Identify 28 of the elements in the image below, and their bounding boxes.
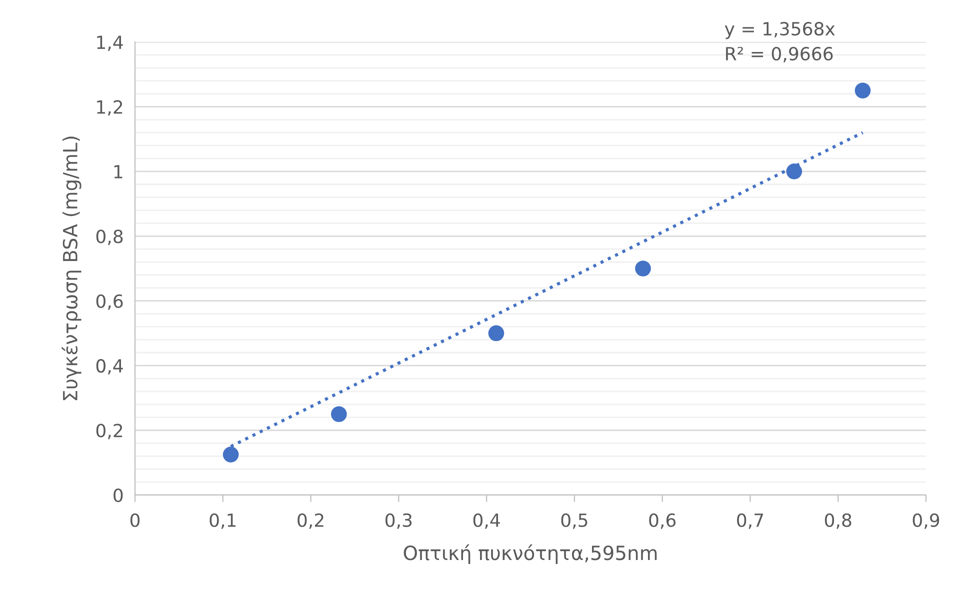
x-tick-label: 0,8 bbox=[824, 513, 852, 529]
point bbox=[330, 406, 347, 422]
x-tick-label: 0,6 bbox=[649, 513, 676, 529]
x-tick-label: 0,1 bbox=[210, 513, 236, 529]
x-tick-label: 0,7 bbox=[737, 513, 764, 529]
y-axis-title: Συγκέντρωση BSA (mg/mL) bbox=[62, 136, 82, 400]
point bbox=[635, 260, 651, 276]
point bbox=[786, 164, 802, 180]
x-tick-label: 0,3 bbox=[386, 513, 412, 529]
x-tick-label: 0,9 bbox=[912, 513, 940, 529]
point bbox=[854, 82, 871, 98]
y-tick-label: 0,2 bbox=[96, 424, 122, 440]
y-tick-label: 1,2 bbox=[97, 100, 122, 116]
annotation: R² = 0,9666 bbox=[726, 46, 833, 62]
y-tick-label: 1,4 bbox=[97, 36, 123, 51]
y-tick-label: 1 bbox=[114, 165, 122, 178]
x-tick-label: 0,4 bbox=[473, 513, 500, 529]
point bbox=[222, 446, 239, 462]
y-tick-label: 0,8 bbox=[96, 230, 123, 246]
x-tick-label: 0,5 bbox=[561, 513, 588, 529]
y-tick-label: 0 bbox=[114, 488, 123, 502]
x-tick-label: 0,2 bbox=[298, 513, 324, 529]
y-tick-label: 0,6 bbox=[96, 294, 123, 310]
text: y = 1,3568x bbox=[724, 22, 835, 40]
y-tick-label: 0,4 bbox=[96, 359, 123, 375]
x-axis-title: Οπτική πυκνότητα,595nm bbox=[404, 544, 657, 564]
point bbox=[488, 325, 504, 342]
x-tick-label: 0 bbox=[130, 513, 140, 528]
